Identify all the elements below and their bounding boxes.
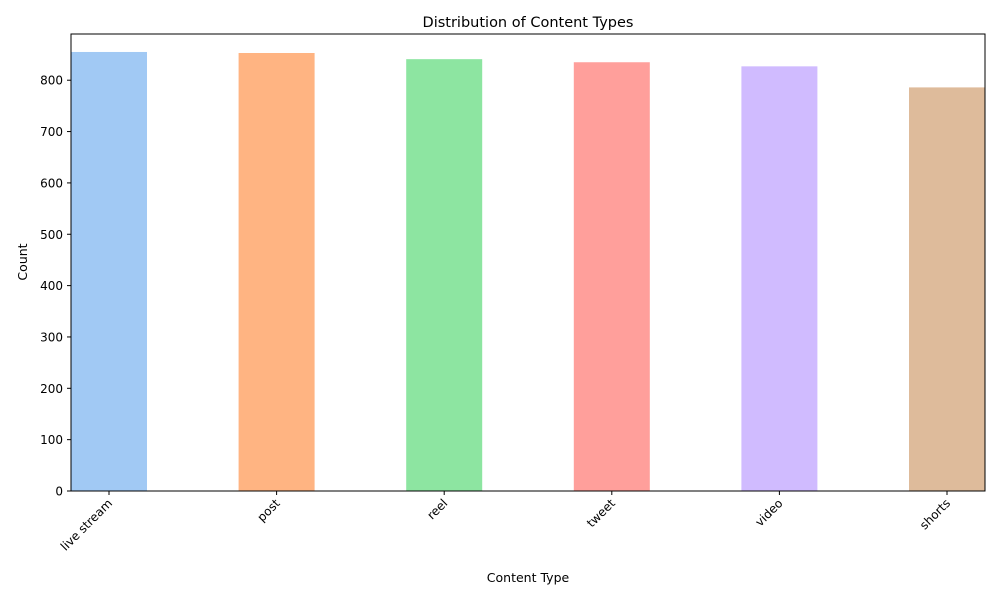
x-axis-label: Content Type — [487, 570, 570, 585]
y-tick-label: 100 — [40, 433, 63, 447]
y-tick-label: 500 — [40, 228, 63, 242]
chart-title: Distribution of Content Types — [423, 15, 634, 31]
bar-shorts — [909, 87, 985, 491]
y-tick-label: 600 — [40, 176, 63, 190]
y-tick-label: 300 — [40, 330, 63, 344]
y-axis: 0 100 200 300 400 500 600 700 800 — [40, 74, 71, 499]
y-tick-label: 800 — [40, 74, 63, 88]
y-tick-label: 700 — [40, 125, 63, 139]
bar-post — [238, 52, 315, 492]
bar-tweet — [573, 62, 650, 491]
y-tick-label: 200 — [40, 382, 63, 396]
bar-video — [741, 66, 818, 492]
y-axis-label: Count — [15, 243, 30, 280]
y-tick-label: 0 — [55, 485, 63, 499]
plot-frame — [70, 33, 986, 492]
bar-live-stream — [71, 51, 147, 491]
y-tick-label: 400 — [40, 279, 63, 293]
bar-group — [71, 51, 985, 492]
bar-reel — [406, 59, 483, 491]
